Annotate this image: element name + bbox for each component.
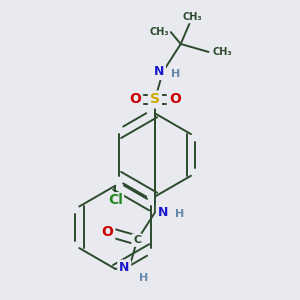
Text: S: S xyxy=(150,92,160,106)
Text: N: N xyxy=(158,206,168,219)
Text: N: N xyxy=(119,261,129,274)
Text: CH₃: CH₃ xyxy=(212,47,232,57)
Text: N: N xyxy=(154,65,164,78)
Text: H: H xyxy=(171,69,180,79)
Text: O: O xyxy=(101,225,113,239)
Text: H: H xyxy=(139,273,148,283)
Text: C: C xyxy=(133,235,141,245)
Text: CH₃: CH₃ xyxy=(183,12,202,22)
Text: H: H xyxy=(175,209,184,219)
Text: CH₃: CH₃ xyxy=(149,27,169,37)
Text: O: O xyxy=(129,92,141,106)
Text: Cl: Cl xyxy=(108,194,123,208)
Text: O: O xyxy=(169,92,181,106)
